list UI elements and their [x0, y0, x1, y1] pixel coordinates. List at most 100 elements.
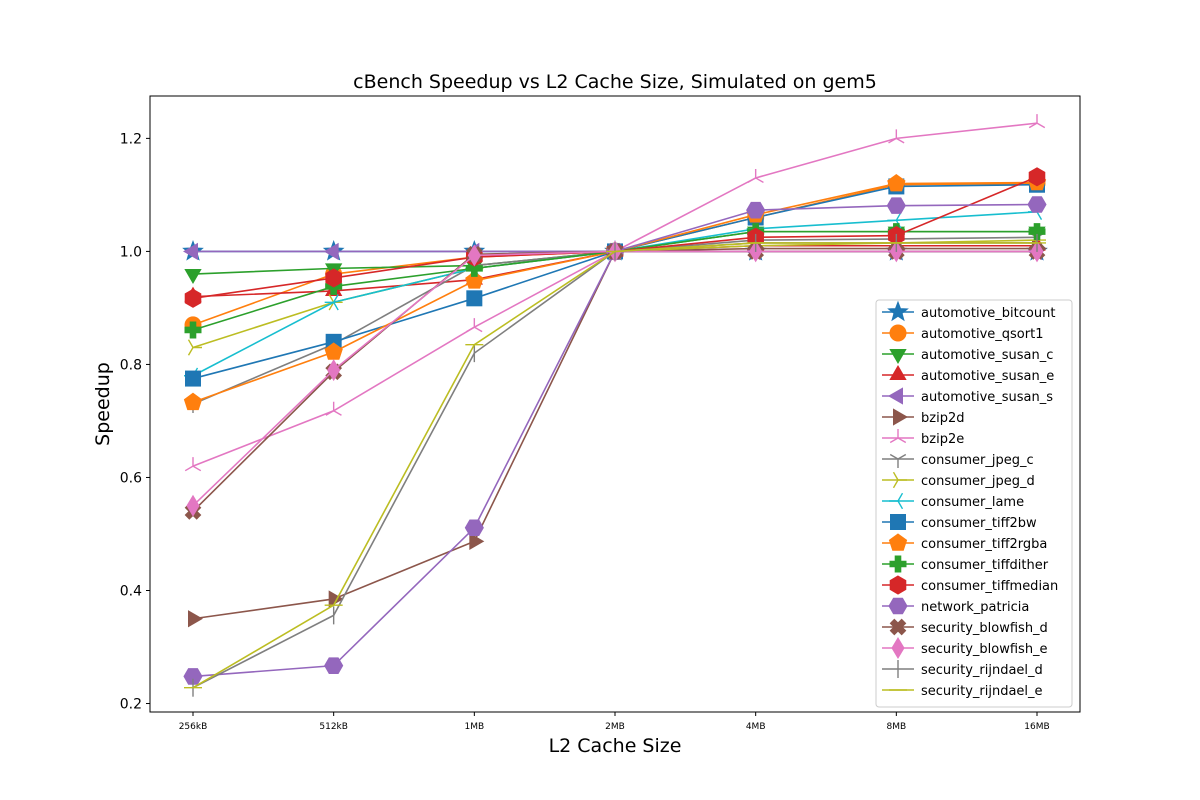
data-point [185, 370, 201, 387]
legend-entry: automotive_qsort1 [882, 324, 1043, 342]
data-point [323, 242, 339, 261]
y-tick-label: 0.8 [120, 357, 142, 373]
data-point [466, 290, 483, 307]
legend-label: consumer_jpeg_c [921, 453, 1034, 468]
data-point [325, 268, 342, 288]
data-point [1027, 196, 1047, 213]
legend-label: security_blowfish_e [921, 642, 1048, 657]
legend-entry: consumer_tiff2bw [882, 514, 1037, 531]
data-point [747, 168, 764, 184]
legend-marker [889, 618, 907, 636]
data-point [465, 271, 484, 289]
legend-entry: consumer_jpeg_c [882, 453, 1034, 468]
legend-marker [889, 492, 904, 510]
data-point [887, 173, 906, 192]
x-tick-label: 256kB [179, 722, 208, 732]
legend-marker [887, 387, 903, 405]
data-point [184, 288, 202, 308]
x-tick-label: 8MB [886, 722, 906, 732]
legend-label: consumer_jpeg_d [921, 474, 1035, 489]
legend-marker [889, 364, 907, 380]
legend-label: automotive_qsort1 [921, 327, 1043, 342]
data-point [325, 401, 342, 416]
legend-entry: automotive_bitcount [882, 300, 1055, 322]
legend-entry: automotive_susan_e [882, 364, 1054, 384]
legend-marker [889, 575, 907, 595]
legend-label: security_rijndael_e [921, 684, 1043, 699]
legend-label: bzip2e [921, 432, 964, 447]
legend-entry: security_blowfish_d [882, 618, 1048, 636]
data-point [186, 494, 200, 517]
legend-marker [890, 514, 906, 530]
legend-marker [888, 597, 908, 615]
data-point [187, 339, 203, 356]
data-point [886, 197, 906, 214]
legend-marker [891, 637, 905, 659]
legend-marker [888, 533, 908, 551]
legend-marker [889, 555, 907, 573]
data-point [184, 269, 202, 285]
plot-area [182, 114, 1048, 697]
data-point [467, 244, 481, 267]
legend-entry: security_rijndael_d [882, 660, 1043, 678]
legend-entry: consumer_lame [882, 492, 1024, 510]
chart-title: cBench Speedup vs L2 Cache Size, Simulat… [353, 71, 877, 93]
legend-entry: consumer_tiffmedian [882, 575, 1058, 595]
legend-entry: security_rijndael_e [882, 684, 1043, 699]
y-tick-label: 0.2 [120, 697, 142, 713]
legend-marker [889, 324, 907, 342]
series-security_rijndael_e [184, 242, 1046, 689]
data-point [324, 294, 339, 311]
legend-entry: security_blowfish_e [882, 637, 1048, 659]
legend-label: consumer_tiff2bw [921, 516, 1037, 531]
data-point [184, 457, 202, 472]
y-tick-label: 1.0 [120, 244, 142, 260]
legend-label: security_blowfish_d [921, 621, 1048, 636]
legend-label: automotive_susan_c [921, 348, 1053, 363]
legend-entry: bzip2e [882, 429, 964, 447]
x-axis-label: L2 Cache Size [549, 735, 682, 757]
axes: 256kB 512kB 1MB 2MB 4MB 8MB 16MB 0.2 0.4 0.6 0.8 1.… [120, 95, 1081, 732]
data-point [188, 610, 203, 628]
data-point [324, 657, 344, 674]
legend-entry: consumer_tiffdither [882, 555, 1049, 573]
x-tick-label: 2MB [605, 722, 625, 732]
legend-label: consumer_tiff2rgba [921, 537, 1047, 552]
legend-label: automotive_susan_e [921, 369, 1054, 384]
data-point [327, 359, 341, 382]
x-tick-label: 1MB [464, 722, 484, 732]
legend-label: automotive_susan_s [921, 390, 1053, 405]
data-point [469, 532, 485, 550]
legend-label: automotive_bitcount [921, 306, 1055, 321]
legend-marker [887, 300, 909, 322]
legend-box [875, 299, 1073, 708]
x-tick-label: 16MB [1024, 722, 1049, 732]
y-tick-label: 1.2 [120, 131, 142, 147]
data-point [888, 129, 905, 144]
legend-label: consumer_tiffdither [921, 558, 1049, 573]
data-point [746, 201, 766, 219]
legend-marker [893, 408, 909, 426]
legend-label: consumer_lame [921, 495, 1024, 510]
data-point [183, 242, 198, 261]
legend-entry: bzip2d [882, 408, 964, 426]
legend-label: bzip2d [921, 411, 964, 426]
data-point [466, 318, 483, 333]
legend-entry: network_patricia [882, 597, 1029, 615]
data-point [465, 259, 483, 277]
legend-entry: consumer_jpeg_d [882, 471, 1035, 489]
data-point [183, 392, 203, 411]
legend-marker [892, 471, 907, 489]
legend-entry: automotive_susan_s [882, 387, 1053, 405]
x-tick-label: 512kB [319, 722, 348, 732]
y-axis-label: Speedup [92, 362, 114, 446]
data-point [184, 321, 202, 339]
x-tick-label: 4MB [746, 722, 766, 732]
data-point [328, 590, 344, 608]
data-point [1028, 223, 1046, 241]
legend-label: network_patricia [921, 600, 1029, 615]
data-point [1028, 114, 1046, 129]
legend-label: consumer_tiffmedian [921, 579, 1058, 594]
legend: automotive_bitcount automotive_qsort1auto… [875, 299, 1073, 708]
